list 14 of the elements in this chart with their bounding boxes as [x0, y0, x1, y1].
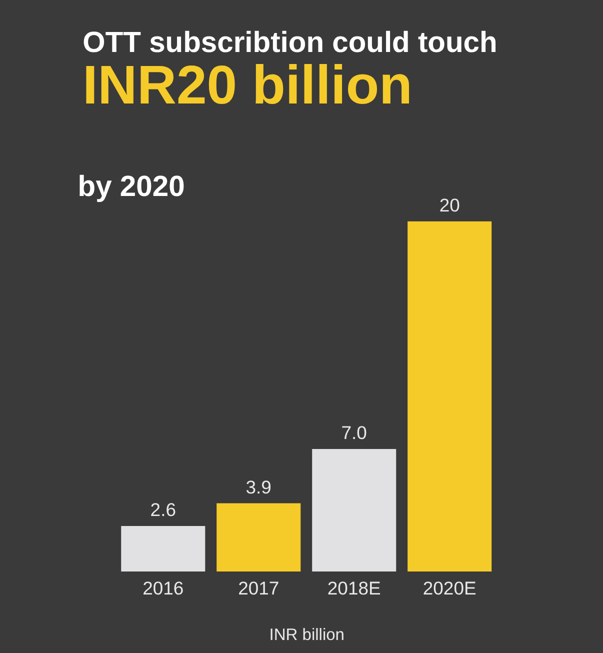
data-label: 3.9 — [246, 476, 272, 498]
data-label: 20 — [439, 194, 460, 216]
x-axis-title: INR billion — [269, 625, 344, 644]
data-label: 7.0 — [341, 422, 367, 444]
x-tick-label: 2020E — [422, 577, 476, 598]
x-tick-label: 2017 — [238, 577, 280, 598]
data-label: 2.6 — [150, 499, 176, 520]
bar — [121, 526, 206, 572]
x-tick-label: 2016 — [142, 577, 184, 598]
bar — [312, 448, 396, 572]
bar — [216, 503, 301, 572]
x-tick-label: 2018E — [327, 577, 381, 598]
text: by 2020 — [78, 171, 185, 204]
bar — [408, 221, 492, 572]
